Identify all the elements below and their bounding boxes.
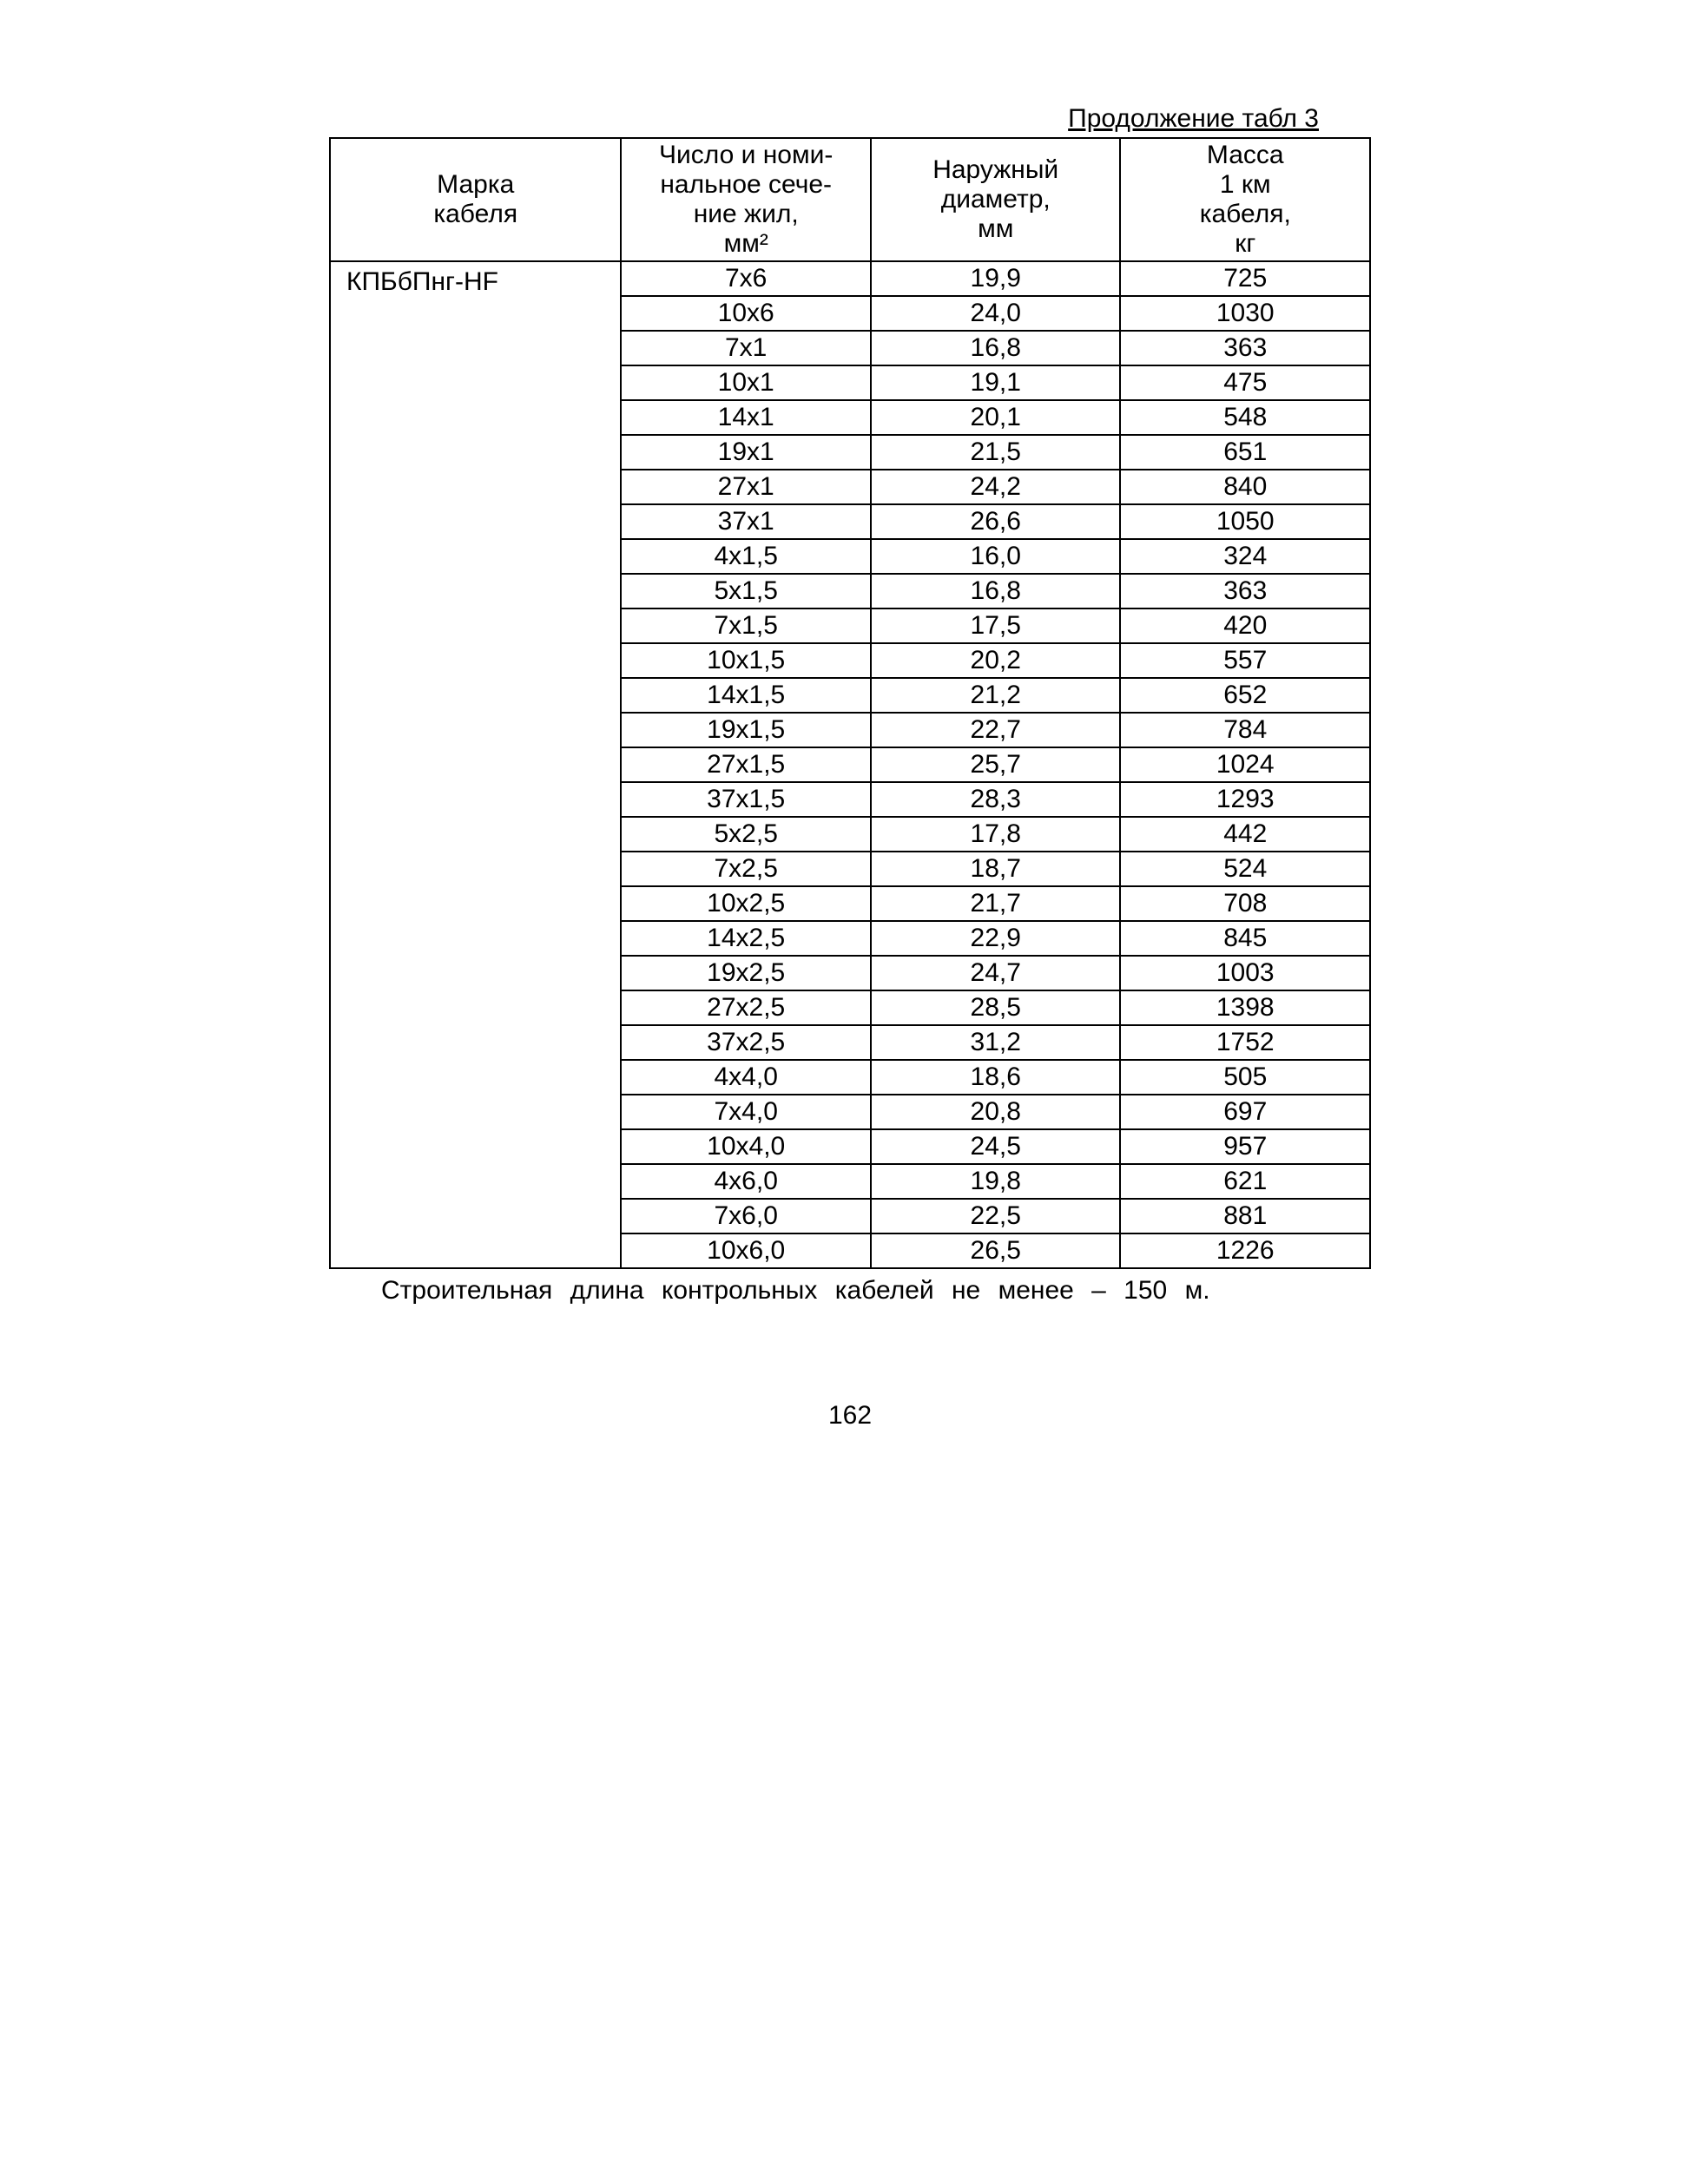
cell-cores: 5x2,5 [621,817,871,852]
cell-mass: 621 [1120,1164,1370,1199]
cell-mass: 1003 [1120,956,1370,990]
cell-mass: 1050 [1120,504,1370,539]
cell-cores: 10x1 [621,365,871,400]
cell-mass: 845 [1120,921,1370,956]
cell-diameter: 26,6 [871,504,1121,539]
cell-mass: 784 [1120,713,1370,747]
cell-cores: 7x4,0 [621,1095,871,1129]
cell-diameter: 16,0 [871,539,1121,574]
cell-diameter: 21,7 [871,886,1121,921]
cell-cores: 10x6,0 [621,1233,871,1268]
cell-diameter: 19,1 [871,365,1121,400]
cell-mass: 363 [1120,331,1370,365]
cell-mass: 1752 [1120,1025,1370,1060]
cell-mass: 1226 [1120,1233,1370,1268]
cell-mass: 505 [1120,1060,1370,1095]
cell-cores: 37x2,5 [621,1025,871,1060]
header-brand: Маркакабеля [330,138,621,261]
cell-cores: 7x2,5 [621,852,871,886]
cell-diameter: 18,7 [871,852,1121,886]
cell-mass: 697 [1120,1095,1370,1129]
cell-diameter: 22,9 [871,921,1121,956]
table-caption: Продолжение табл 3 [329,104,1371,134]
cell-diameter: 31,2 [871,1025,1121,1060]
cell-mass: 651 [1120,435,1370,470]
cell-mass: 1030 [1120,296,1370,331]
cell-cores: 7x6 [621,261,871,296]
cell-diameter: 19,8 [871,1164,1121,1199]
cell-diameter: 24,2 [871,470,1121,504]
cell-cores: 37x1 [621,504,871,539]
cell-cores: 19x2,5 [621,956,871,990]
cell-diameter: 20,2 [871,643,1121,678]
cell-cores: 27x2,5 [621,990,871,1025]
cell-mass: 442 [1120,817,1370,852]
cell-cores: 4x1,5 [621,539,871,574]
cell-mass: 840 [1120,470,1370,504]
cell-diameter: 21,2 [871,678,1121,713]
cell-diameter: 25,7 [871,747,1121,782]
cell-diameter: 16,8 [871,574,1121,608]
cell-mass: 324 [1120,539,1370,574]
cell-mass: 475 [1120,365,1370,400]
cell-cores: 19x1,5 [621,713,871,747]
cell-diameter: 19,9 [871,261,1121,296]
cell-mass: 420 [1120,608,1370,643]
cell-mass: 1398 [1120,990,1370,1025]
cell-diameter: 18,6 [871,1060,1121,1095]
cell-cores: 14x2,5 [621,921,871,956]
cell-cores: 19x1 [621,435,871,470]
cell-mass: 557 [1120,643,1370,678]
cell-diameter: 20,1 [871,400,1121,435]
cell-cores: 27x1,5 [621,747,871,782]
cell-mass: 652 [1120,678,1370,713]
cell-mass: 881 [1120,1199,1370,1233]
cell-cores: 4x6,0 [621,1164,871,1199]
cell-diameter: 16,8 [871,331,1121,365]
cell-mass: 1024 [1120,747,1370,782]
cell-cores: 27x1 [621,470,871,504]
cell-mass: 708 [1120,886,1370,921]
cell-mass: 363 [1120,574,1370,608]
cell-brand: КПБбПнг-HF [330,261,621,1268]
cell-cores: 7x1,5 [621,608,871,643]
cell-cores: 5x1,5 [621,574,871,608]
header-diameter: Наружныйдиаметр,мм [871,138,1121,261]
cell-cores: 10x4,0 [621,1129,871,1164]
header-mass: Масса1 кмкабеля,кг [1120,138,1370,261]
header-cores: Число и номи-нальное сече-ние жил,мм² [621,138,871,261]
cell-mass: 957 [1120,1129,1370,1164]
cell-cores: 14x1 [621,400,871,435]
cell-diameter: 20,8 [871,1095,1121,1129]
cell-diameter: 24,7 [871,956,1121,990]
cell-cores: 7x1 [621,331,871,365]
cell-mass: 725 [1120,261,1370,296]
cell-diameter: 28,3 [871,782,1121,817]
cell-diameter: 28,5 [871,990,1121,1025]
cell-diameter: 22,7 [871,713,1121,747]
cell-cores: 10x2,5 [621,886,871,921]
cell-cores: 37x1,5 [621,782,871,817]
cell-cores: 10x1,5 [621,643,871,678]
table-row: КПБбПнг-HF7x619,9725 [330,261,1370,296]
cell-diameter: 22,5 [871,1199,1121,1233]
cable-table: Маркакабеля Число и номи-нальное сече-ни… [329,137,1371,1269]
cell-cores: 14x1,5 [621,678,871,713]
cell-diameter: 17,5 [871,608,1121,643]
cell-diameter: 24,5 [871,1129,1121,1164]
cell-cores: 10x6 [621,296,871,331]
cell-diameter: 17,8 [871,817,1121,852]
cell-mass: 1293 [1120,782,1370,817]
footnote: Строительная длина контрольных кабелей н… [329,1276,1371,1306]
cell-diameter: 24,0 [871,296,1121,331]
cell-cores: 7x6,0 [621,1199,871,1233]
cell-diameter: 26,5 [871,1233,1121,1268]
page-number: 162 [329,1401,1371,1431]
table-header-row: Маркакабеля Число и номи-нальное сече-ни… [330,138,1370,261]
cell-diameter: 21,5 [871,435,1121,470]
cell-mass: 524 [1120,852,1370,886]
cell-mass: 548 [1120,400,1370,435]
cell-cores: 4x4,0 [621,1060,871,1095]
